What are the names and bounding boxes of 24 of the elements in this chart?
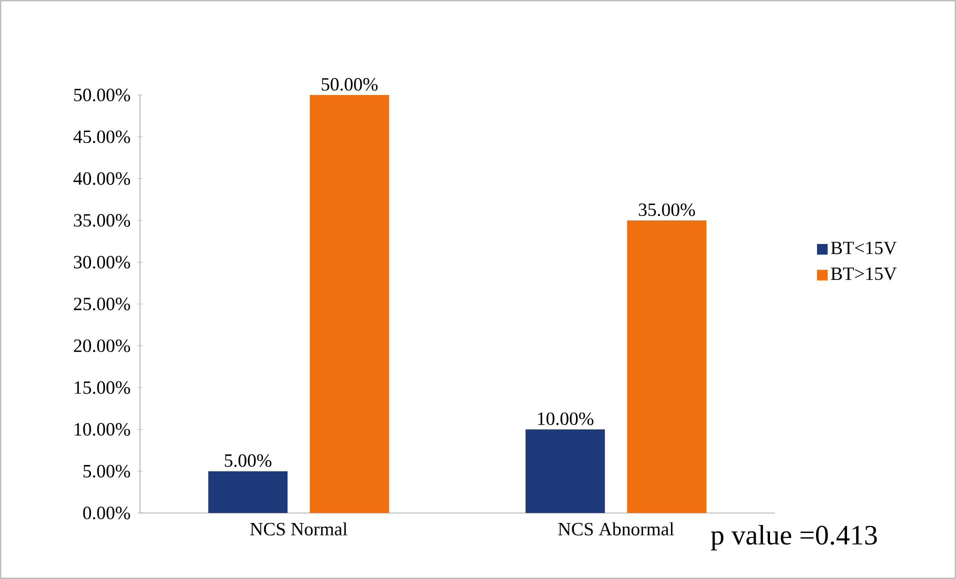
y-tick-label: 25.00% <box>74 298 130 310</box>
data-label: 10.00% <box>538 412 594 426</box>
bar <box>310 94 390 513</box>
y-tick-label: 40.00% <box>73 172 130 185</box>
data-label: 35.00% <box>638 203 695 216</box>
legend-label: BT<15V <box>830 242 897 254</box>
x-tick-label: NCS Abnormal <box>558 522 674 536</box>
y-tick-label: 20.00% <box>74 339 130 352</box>
y-tick-label: 15.00% <box>74 381 130 394</box>
x-tick-label: NCS Normal <box>250 522 348 536</box>
text: p value =0.413 <box>710 524 877 550</box>
y-tick-label: 35.00% <box>74 214 130 227</box>
y-tick-label: 0.00% <box>83 506 130 520</box>
y-tick-label: 5.00% <box>84 464 130 478</box>
y-tick-label: 50.00% <box>74 88 130 102</box>
data-label: 5.00% <box>224 454 272 467</box>
data-label: 50.00% <box>322 78 378 91</box>
bar <box>627 220 706 513</box>
legend-label: BT>15V <box>830 268 897 280</box>
y-tick-label: 30.00% <box>74 256 130 269</box>
bar <box>526 429 605 513</box>
y-tick-label: 45.00% <box>73 130 130 144</box>
bar <box>208 471 288 513</box>
y-tick-label: 10.00% <box>74 423 130 436</box>
